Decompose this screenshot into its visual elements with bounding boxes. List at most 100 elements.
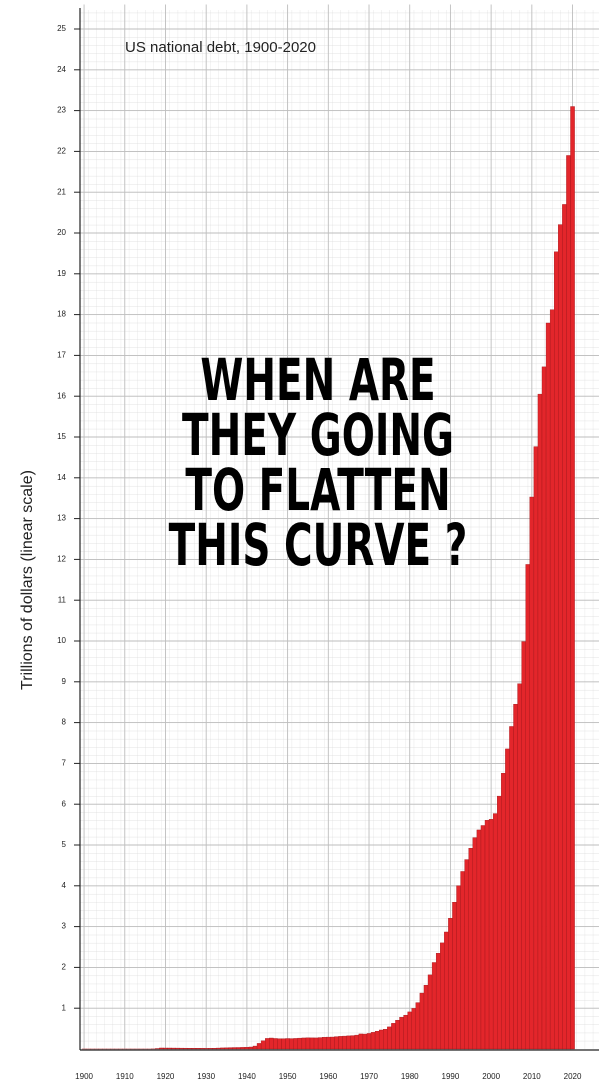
y-tick-label: 12 bbox=[57, 555, 66, 564]
bar bbox=[452, 902, 457, 1050]
y-tick-label: 10 bbox=[57, 636, 66, 645]
bar bbox=[391, 1023, 396, 1050]
bar bbox=[309, 1037, 315, 1050]
y-tick-label: 11 bbox=[58, 595, 67, 604]
bar bbox=[191, 1048, 197, 1050]
bar bbox=[289, 1038, 294, 1050]
bar bbox=[549, 309, 555, 1050]
bar bbox=[203, 1048, 209, 1050]
bar bbox=[159, 1047, 164, 1050]
bar bbox=[472, 837, 478, 1050]
x-tick-label: 1970 bbox=[360, 1072, 378, 1081]
x-tick-label: 1950 bbox=[279, 1072, 297, 1081]
bar bbox=[387, 1026, 392, 1050]
annotation-line: WHEN ARE bbox=[200, 346, 435, 414]
y-tick-label: 8 bbox=[62, 718, 67, 727]
bar bbox=[216, 1047, 221, 1050]
bar bbox=[440, 942, 445, 1050]
y-tick-label: 7 bbox=[62, 759, 67, 768]
bar bbox=[419, 992, 425, 1050]
bar bbox=[460, 871, 465, 1050]
bar bbox=[322, 1037, 327, 1050]
bar bbox=[525, 564, 531, 1050]
bar bbox=[476, 829, 482, 1050]
x-tick-label: 1900 bbox=[75, 1072, 93, 1081]
y-tick-label: 21 bbox=[57, 187, 66, 196]
y-tick-label: 9 bbox=[62, 677, 67, 686]
bar bbox=[566, 155, 571, 1050]
y-tick-label: 2 bbox=[62, 963, 67, 972]
bar bbox=[513, 703, 518, 1050]
bar bbox=[545, 322, 551, 1050]
bar bbox=[427, 974, 433, 1050]
bar bbox=[407, 1011, 412, 1050]
bar bbox=[517, 683, 522, 1050]
bar bbox=[537, 393, 543, 1050]
y-tick-label: 25 bbox=[57, 24, 66, 33]
x-tick-label: 1960 bbox=[319, 1072, 337, 1081]
bar bbox=[220, 1047, 225, 1050]
bar bbox=[464, 859, 469, 1050]
y-tick-label: 19 bbox=[57, 269, 66, 278]
bar bbox=[326, 1036, 331, 1050]
x-tick-label: 2010 bbox=[523, 1072, 541, 1081]
bar bbox=[346, 1035, 351, 1050]
bar bbox=[313, 1037, 319, 1050]
bar bbox=[175, 1047, 180, 1050]
annotation-line: TO FLATTEN bbox=[185, 456, 450, 524]
y-tick-label: 18 bbox=[57, 310, 66, 319]
y-tick-label: 1 bbox=[62, 1003, 67, 1012]
x-tick-label: 1980 bbox=[401, 1072, 419, 1081]
bar bbox=[378, 1029, 384, 1050]
bar bbox=[505, 748, 510, 1050]
bar bbox=[570, 106, 575, 1050]
bar bbox=[480, 825, 486, 1050]
x-tick-label: 1940 bbox=[238, 1072, 256, 1081]
bar bbox=[293, 1038, 298, 1050]
bar bbox=[281, 1038, 286, 1050]
bar bbox=[187, 1048, 193, 1050]
bar bbox=[232, 1047, 237, 1050]
bar bbox=[488, 819, 494, 1050]
x-tick-label: 2020 bbox=[564, 1072, 582, 1081]
bar bbox=[265, 1038, 270, 1050]
x-tick-label: 1910 bbox=[116, 1072, 134, 1081]
bar bbox=[252, 1045, 258, 1050]
bar bbox=[431, 962, 437, 1050]
y-tick-label: 24 bbox=[57, 65, 66, 74]
bar bbox=[415, 1002, 421, 1050]
bar bbox=[350, 1035, 355, 1050]
bar bbox=[199, 1048, 205, 1050]
bar bbox=[533, 446, 539, 1050]
bar bbox=[171, 1047, 176, 1050]
bar bbox=[366, 1033, 372, 1050]
bar bbox=[244, 1047, 250, 1050]
bar bbox=[305, 1037, 311, 1050]
chart-title: US national debt, 1900-2020 bbox=[125, 39, 316, 56]
bar bbox=[277, 1038, 282, 1050]
bar bbox=[317, 1037, 323, 1050]
bar bbox=[468, 848, 474, 1050]
y-tick-label: 17 bbox=[57, 351, 66, 360]
bar bbox=[358, 1033, 364, 1050]
bar bbox=[411, 1008, 417, 1050]
bar bbox=[195, 1048, 201, 1050]
y-tick-label: 5 bbox=[62, 840, 67, 849]
bar bbox=[208, 1048, 213, 1050]
bar bbox=[448, 917, 453, 1050]
bar bbox=[260, 1040, 266, 1050]
annotation-line: THIS CURVE ? bbox=[169, 511, 468, 579]
bar bbox=[240, 1047, 246, 1050]
bar bbox=[435, 953, 441, 1050]
bar bbox=[228, 1047, 233, 1050]
bar bbox=[497, 795, 502, 1050]
bar bbox=[395, 1019, 400, 1050]
x-tick-label: 1990 bbox=[442, 1072, 460, 1081]
bar bbox=[558, 224, 563, 1050]
bar bbox=[521, 641, 526, 1050]
x-tick-label: 2000 bbox=[482, 1072, 500, 1081]
bar bbox=[362, 1033, 368, 1050]
bar bbox=[399, 1017, 404, 1050]
y-tick-label: 3 bbox=[62, 922, 67, 931]
